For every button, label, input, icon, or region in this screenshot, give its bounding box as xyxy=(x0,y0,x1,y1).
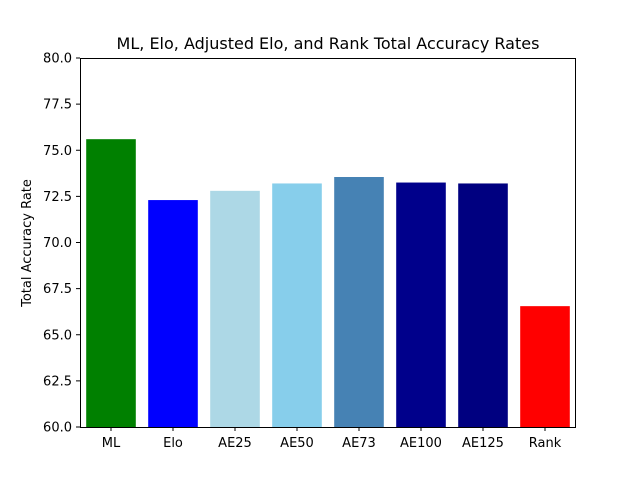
x-tick-label-ae100: AE100 xyxy=(400,436,442,451)
chart-title: ML, Elo, Adjusted Elo, and Rank Total Ac… xyxy=(117,34,540,53)
x-tick-label-elo: Elo xyxy=(163,436,183,451)
bar-ae25 xyxy=(210,190,260,427)
x-tick-label-rank: Rank xyxy=(529,436,562,451)
y-tick-label: 70.0 xyxy=(43,236,72,251)
y-tick-label: 65.0 xyxy=(43,328,72,343)
y-tick-label: 60.0 xyxy=(43,421,72,436)
y-tick-label: 67.5 xyxy=(43,282,72,297)
bar-rank xyxy=(520,306,570,427)
x-tick-label-ae50: AE50 xyxy=(280,436,314,451)
y-tick-label: 80.0 xyxy=(43,52,72,67)
x-tick-label-ml: ML xyxy=(102,436,121,451)
y-ticks-group: 60.0 62.5 65.0 67.5 70.0 72.5 75.0 77.5 80.0 xyxy=(43,52,80,436)
x-tick-label-ae25: AE25 xyxy=(218,436,252,451)
y-axis-label: Total Accuracy Rate xyxy=(20,179,35,308)
bar-ae73 xyxy=(334,177,384,427)
bars-group xyxy=(86,139,570,427)
bar-ae100 xyxy=(396,182,446,427)
bar-ae50 xyxy=(272,183,322,427)
bar-ae125 xyxy=(458,183,508,427)
plot-frame xyxy=(80,58,576,428)
bar-elo xyxy=(148,200,198,427)
x-tick-label-ae125: AE125 xyxy=(462,436,504,451)
x-tick-label-ae73: AE73 xyxy=(342,436,376,451)
y-tick-label: 72.5 xyxy=(43,190,72,205)
y-tick-label: 62.5 xyxy=(43,374,72,389)
bar-ml xyxy=(86,139,136,427)
y-tick-label: 77.5 xyxy=(43,98,72,113)
x-ticks-group: ML Elo AE25 AE50 AE73 AE100 AE125 Rank xyxy=(102,427,562,451)
y-tick-label: 75.0 xyxy=(43,144,72,159)
